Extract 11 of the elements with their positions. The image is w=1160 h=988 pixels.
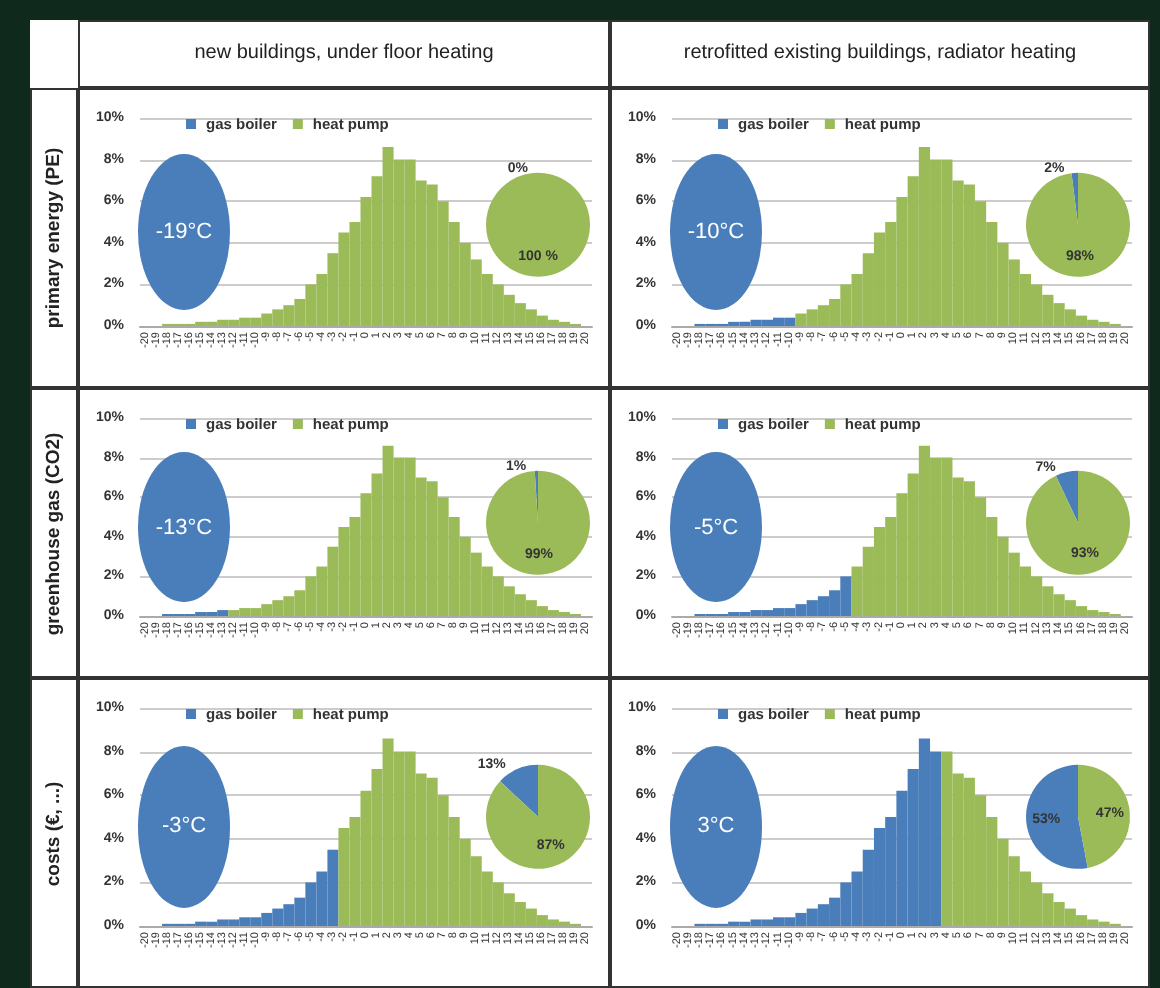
chart-title: new buildings, under floor heating <box>192 42 496 64</box>
annotation: 3°C <box>697 814 735 839</box>
y-axis-title: primary energy (PE) <box>43 147 65 329</box>
y-axis-title: costs (€, ...) <box>43 780 65 886</box>
annotation: -5°C <box>693 515 739 540</box>
annotation: -3°C <box>161 814 207 839</box>
chart-title: retrofitted existing buildings, radiator heating <box>681 42 1079 64</box>
annotation: -19°C <box>155 220 213 244</box>
annotation: -10°C <box>687 220 745 244</box>
annotation: -13°C <box>155 515 213 540</box>
y-axis-title: greenhouse gas (CO2) <box>43 431 65 635</box>
